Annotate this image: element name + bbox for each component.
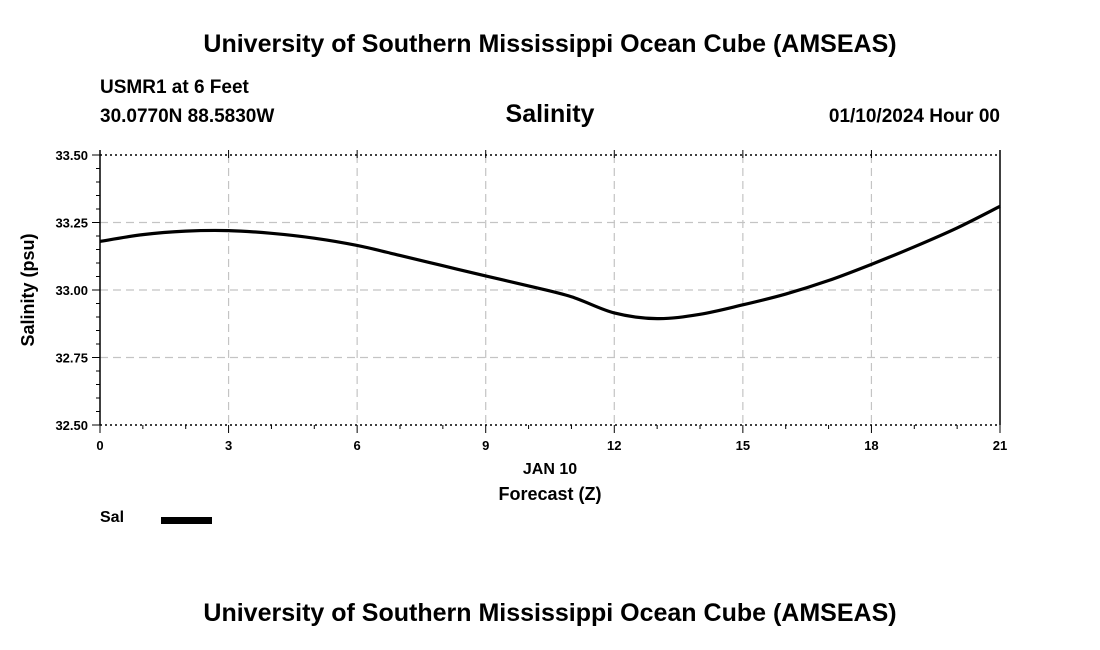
y-axis-label: Salinity (psu) [18,233,38,346]
y-tick-label: 32.75 [55,351,88,366]
chart-footer-title: University of Southern Mississippi Ocean… [203,599,897,627]
legend-label: Sal [100,509,125,526]
plot-title: Salinity [505,100,595,128]
axes [92,150,1001,433]
tick-labels: 32.50 32.75 33.00 33.25 33.50 0 3 6 9 12 15 18 21 [55,148,1007,453]
y-tick-label: 33.25 [55,216,88,231]
x-axis-date-label: JAN 10 [523,461,577,478]
x-tick-label: 21 [993,438,1007,453]
x-tick-label: 3 [225,438,232,453]
y-tick-label: 33.00 [55,283,88,298]
x-axis-label: Forecast (Z) [498,484,601,504]
legend-swatch [161,517,212,524]
x-tick-label: 12 [607,438,621,453]
y-tick-label: 32.50 [55,418,88,433]
x-tick-label: 0 [96,438,103,453]
x-tick-label: 6 [354,438,361,453]
y-tick-label: 33.50 [55,148,88,163]
chart-main-title: University of Southern Mississippi Ocean… [203,30,897,58]
x-tick-label: 9 [482,438,489,453]
series-layer [99,204,1001,321]
x-tick-label: 18 [864,438,878,453]
grid [100,154,1000,426]
series-line-sal [99,204,1001,321]
coordinates-label: 30.0770N 88.5830W [100,106,275,127]
station-label: USMR1 at 6 Feet [100,77,249,98]
x-tick-label: 15 [736,438,750,453]
datetime-label: 01/10/2024 Hour 00 [828,106,1000,127]
